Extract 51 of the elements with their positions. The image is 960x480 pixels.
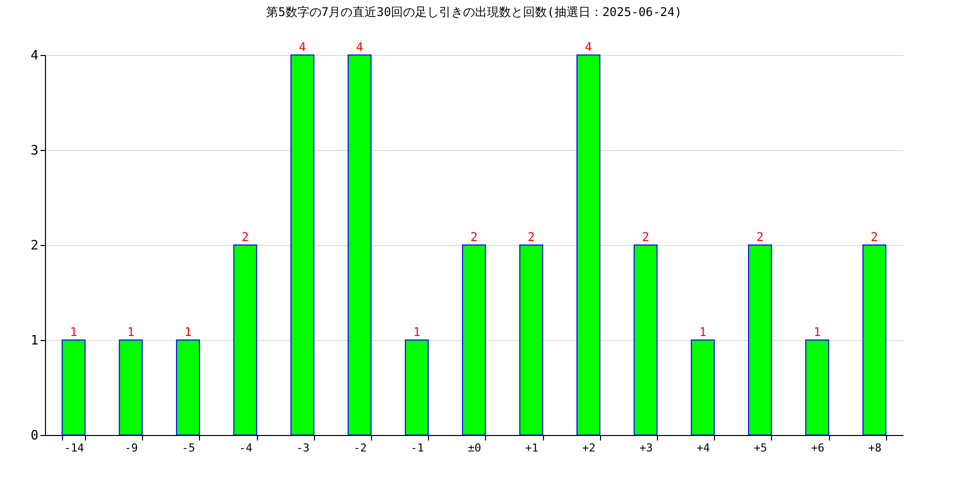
y-tick-label: 3 bbox=[30, 144, 38, 158]
x-tick-label: -1 bbox=[410, 442, 424, 454]
x-tick-label: +3 bbox=[639, 442, 653, 454]
y-tick-label: 1 bbox=[30, 334, 38, 348]
bar bbox=[62, 340, 86, 436]
bar bbox=[576, 54, 600, 436]
data-label: 1 bbox=[127, 325, 134, 339]
x-tick-label: -14 bbox=[64, 442, 84, 454]
bar bbox=[805, 340, 830, 436]
bar bbox=[348, 54, 372, 436]
x-tick-label: -4 bbox=[239, 442, 253, 454]
x-tick-label: +4 bbox=[696, 442, 710, 454]
data-label: 1 bbox=[70, 325, 78, 339]
x-tick-label: +5 bbox=[754, 442, 768, 454]
x-tick-label: +6 bbox=[811, 442, 824, 454]
bar bbox=[748, 244, 772, 436]
x-tick-label: ±0 bbox=[468, 442, 482, 454]
bar bbox=[519, 244, 544, 436]
bar bbox=[176, 340, 200, 436]
chart-title: 第5数字の7月の直近30回の足し引きの出現数と回数(抽選日：2025-06-24) bbox=[266, 5, 682, 19]
data-label: 1 bbox=[699, 325, 706, 339]
x-tick-label: -2 bbox=[353, 442, 367, 454]
x-tick-label: +8 bbox=[868, 442, 882, 454]
data-label: 2 bbox=[528, 230, 535, 244]
data-label: 2 bbox=[470, 230, 478, 244]
bar bbox=[462, 244, 486, 436]
x-tick-label: -9 bbox=[124, 442, 138, 454]
data-label: 1 bbox=[413, 325, 420, 339]
data-label: 1 bbox=[184, 325, 192, 339]
data-label: 4 bbox=[298, 40, 306, 54]
data-label: 4 bbox=[356, 40, 364, 54]
data-label: 1 bbox=[814, 325, 821, 339]
data-label: 2 bbox=[870, 230, 878, 244]
data-label: 2 bbox=[642, 230, 650, 244]
x-tick-label: -3 bbox=[296, 442, 310, 454]
x-tick-label: +1 bbox=[525, 442, 538, 454]
bar bbox=[118, 340, 143, 436]
y-tick-label: 2 bbox=[30, 238, 38, 254]
bar bbox=[233, 244, 258, 436]
data-label: 2 bbox=[756, 230, 764, 244]
x-tick-label: -5 bbox=[182, 442, 196, 454]
bar bbox=[634, 244, 658, 436]
x-tick-label: +2 bbox=[582, 442, 596, 454]
data-label: 4 bbox=[584, 40, 592, 54]
data-label: 2 bbox=[242, 230, 249, 244]
y-tick-label: 0 bbox=[30, 428, 38, 444]
y-tick-label: 4 bbox=[30, 48, 39, 64]
bar bbox=[690, 340, 715, 436]
bar bbox=[862, 244, 886, 436]
bar bbox=[290, 54, 314, 436]
bar bbox=[404, 340, 429, 436]
